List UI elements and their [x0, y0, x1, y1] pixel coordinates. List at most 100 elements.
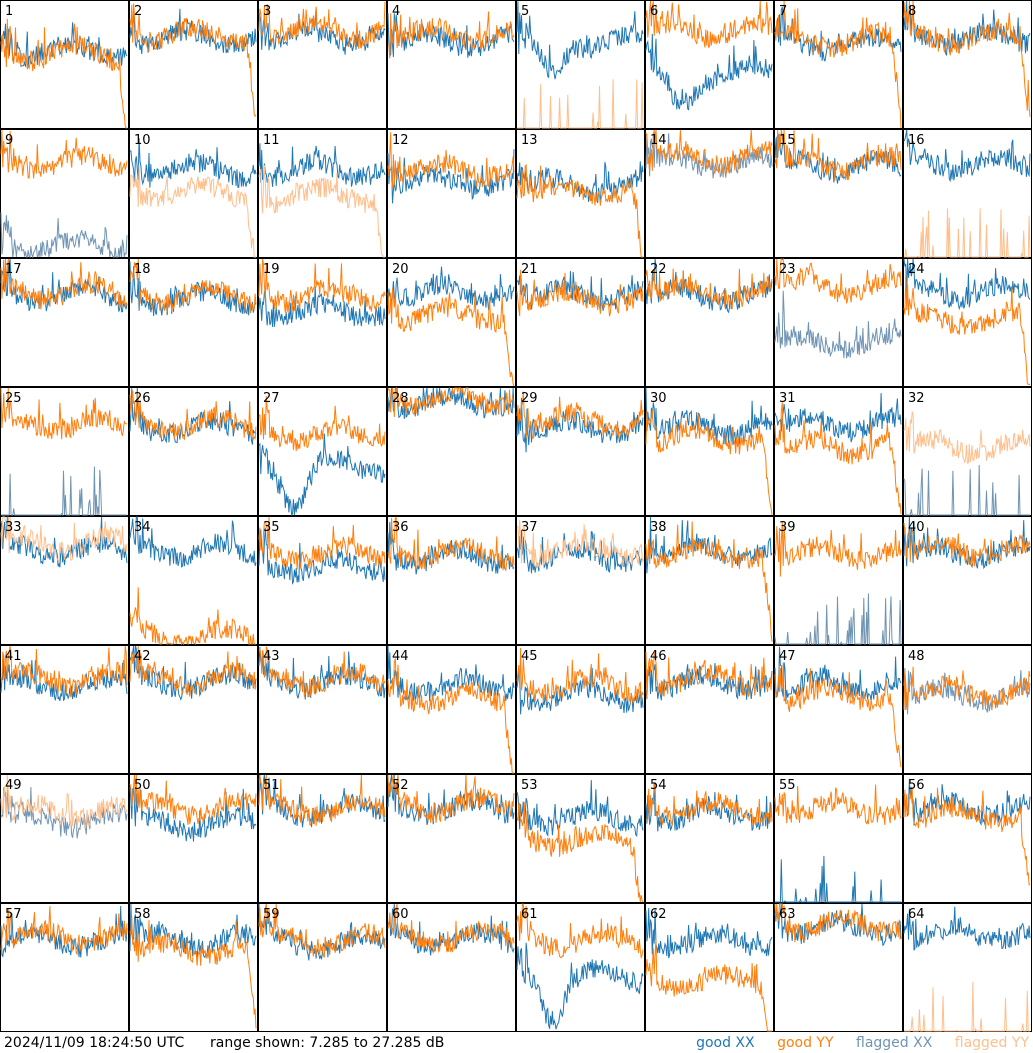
series-xx-good — [516, 942, 644, 1030]
series-yy-good — [516, 647, 644, 705]
series-xx-good — [645, 783, 772, 832]
panel-label: 25 — [5, 391, 22, 406]
panel-label: 20 — [392, 262, 409, 277]
panel-frame — [129, 516, 258, 645]
panel-59: 59 — [258, 903, 387, 1032]
series-xx-good — [516, 667, 644, 715]
series-xx-good — [129, 645, 257, 701]
panel-label: 11 — [263, 133, 280, 148]
panel-frame — [645, 258, 774, 387]
panel-47: 47 — [774, 645, 903, 774]
panel-frame — [774, 645, 903, 774]
panel-16: 16 — [903, 129, 1032, 258]
series-xx-good — [258, 433, 386, 517]
panel-label: 59 — [263, 907, 280, 922]
panel-frame — [387, 774, 516, 903]
panel-52: 52 — [387, 774, 516, 903]
panel-frame — [258, 645, 387, 774]
panel-label: 12 — [392, 133, 409, 148]
series-yy-good — [0, 18, 127, 129]
panel-33: 33 — [0, 516, 129, 645]
series-yy-good — [774, 258, 902, 304]
series-yy-good — [129, 645, 257, 697]
series-xx-good — [258, 286, 386, 328]
panel-label: 41 — [5, 649, 22, 664]
series-yy-good — [516, 391, 644, 439]
series-yy-flagged — [517, 519, 644, 569]
series-yy-good — [903, 0, 1031, 117]
series-yy-good — [903, 786, 1031, 886]
panel-64: 64 — [903, 903, 1032, 1032]
panel-22: 22 — [645, 258, 774, 387]
panel-label: 3 — [263, 4, 271, 19]
panel-frame — [903, 387, 1032, 516]
panel-frame — [129, 387, 258, 516]
panel-frame — [774, 0, 903, 129]
footer-bar: 2024/11/09 18:24:50 UTC range shown: 7.2… — [0, 1033, 1033, 1053]
panel-label: 45 — [521, 649, 538, 664]
panel-frame — [258, 774, 387, 903]
series-xx-good — [775, 855, 901, 903]
series-yy-good — [516, 801, 644, 903]
series-yy-good — [774, 903, 902, 943]
series-yy-good — [774, 521, 902, 577]
panel-frame — [516, 645, 645, 774]
panel-53: 53 — [516, 774, 645, 903]
panel-frame — [258, 387, 387, 516]
panel-2: 2 — [129, 0, 258, 129]
legend-good-yy: good YY — [777, 1035, 834, 1051]
panel-30: 30 — [645, 387, 774, 516]
legend: good XX good YY flagged XX flagged YY — [678, 1033, 1029, 1053]
panel-label: 50 — [134, 778, 151, 793]
panel-17: 17 — [0, 258, 129, 387]
panel-51: 51 — [258, 774, 387, 903]
panel-39: 39 — [774, 516, 903, 645]
panel-28: 28 — [387, 386, 516, 516]
panel-29: 29 — [516, 387, 645, 516]
panel-label: 19 — [263, 262, 280, 277]
series-yy-good — [129, 259, 257, 314]
panel-43: 43 — [258, 645, 387, 774]
panel-40: 40 — [903, 516, 1032, 645]
panel-frame — [258, 258, 387, 387]
series-yy-good — [516, 163, 643, 258]
series-yy-good — [774, 129, 902, 181]
legend-good-xx: good XX — [696, 1035, 755, 1051]
panel-label: 13 — [521, 133, 538, 148]
panel-frame — [387, 0, 516, 129]
panel-label: 27 — [263, 391, 280, 406]
panel-label: 58 — [134, 907, 151, 922]
series-xx-good — [258, 143, 386, 187]
panel-34: 34 — [129, 516, 258, 646]
series-xx-good — [903, 258, 1031, 311]
panel-label: 16 — [908, 133, 925, 148]
panel-frame — [903, 516, 1032, 645]
panel-label: 47 — [779, 649, 796, 664]
panel-27: 27 — [258, 387, 387, 517]
panel-frame — [645, 387, 774, 516]
series-yy-flagged — [904, 208, 1031, 258]
series-yy-good — [903, 274, 1031, 386]
series-yy-good — [387, 903, 515, 955]
panel-label: 42 — [134, 649, 151, 664]
series-xx-good — [903, 516, 1031, 570]
series-xx-good — [516, 780, 644, 837]
panel-label: 53 — [521, 778, 538, 793]
panel-label: 40 — [908, 520, 925, 535]
series-xx-good — [258, 903, 386, 961]
panel-frame — [387, 129, 516, 258]
panel-frame — [0, 774, 129, 903]
series-yy-good — [0, 129, 128, 179]
series-yy-good — [774, 0, 902, 129]
panel-frame — [903, 903, 1032, 1032]
series-yy-good — [387, 132, 515, 189]
panel-35: 35 — [258, 516, 387, 645]
panel-label: 52 — [392, 778, 409, 793]
panel-label: 31 — [779, 391, 796, 406]
series-yy-good — [645, 409, 773, 516]
panel-frame — [903, 0, 1032, 129]
panel-3: 3 — [258, 0, 387, 129]
panel-54: 54 — [645, 774, 774, 903]
panel-48: 48 — [903, 645, 1032, 774]
panel-frame — [258, 0, 387, 129]
